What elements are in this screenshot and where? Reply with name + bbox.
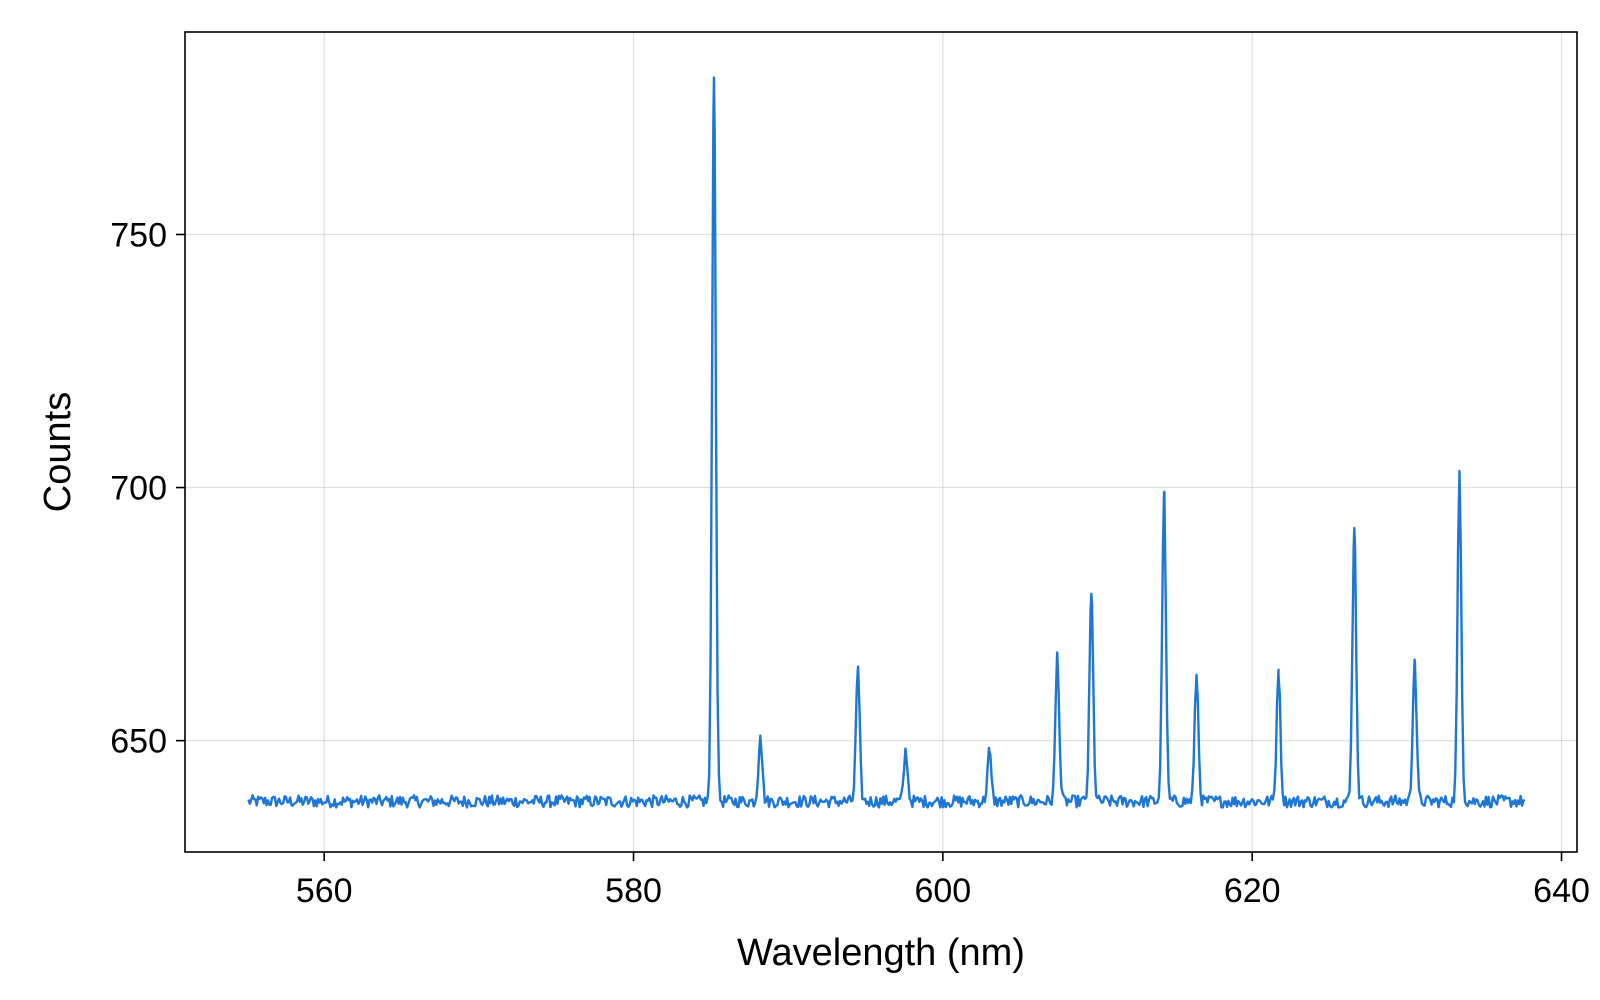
spectrum-peak-point bbox=[1414, 659, 1415, 660]
spectrum-peak-point bbox=[713, 77, 714, 78]
y-tick-label: 700 bbox=[110, 470, 167, 508]
spectrum-peak-point bbox=[1164, 492, 1165, 493]
x-tick-label: 580 bbox=[605, 872, 662, 910]
spectrum-peak-point bbox=[989, 750, 990, 751]
series-layer bbox=[247, 76, 1526, 809]
x-tick-label: 620 bbox=[1224, 872, 1281, 910]
spectrum-series-line bbox=[247, 76, 1526, 809]
x-tick-label: 560 bbox=[296, 872, 353, 910]
spectrum-peak-point bbox=[1196, 674, 1197, 675]
spectrum-peak-point bbox=[760, 735, 761, 736]
y-axis-label: Counts bbox=[37, 392, 79, 512]
axis-ticks: 560 580 600 620 640 650 700 750 bbox=[110, 216, 1590, 910]
x-axis-label: Wavelength (nm) bbox=[737, 932, 1025, 974]
spectrum-peak-point bbox=[1459, 472, 1460, 473]
spectrum-peak-point bbox=[857, 669, 858, 670]
spectrum-peak-point bbox=[905, 750, 906, 751]
plot-frame bbox=[184, 31, 1578, 853]
y-tick-label: 650 bbox=[110, 723, 167, 761]
spectrum-peak-point bbox=[1278, 669, 1279, 670]
grid-lines bbox=[185, 32, 1577, 852]
y-tick-label: 750 bbox=[110, 216, 167, 254]
spectrum-peak-point bbox=[1354, 528, 1355, 529]
spectrum-peak-point bbox=[1091, 593, 1092, 594]
spectrum-peak-point bbox=[1057, 654, 1058, 655]
x-tick-label: 640 bbox=[1533, 872, 1590, 910]
x-tick-label: 600 bbox=[914, 872, 971, 910]
